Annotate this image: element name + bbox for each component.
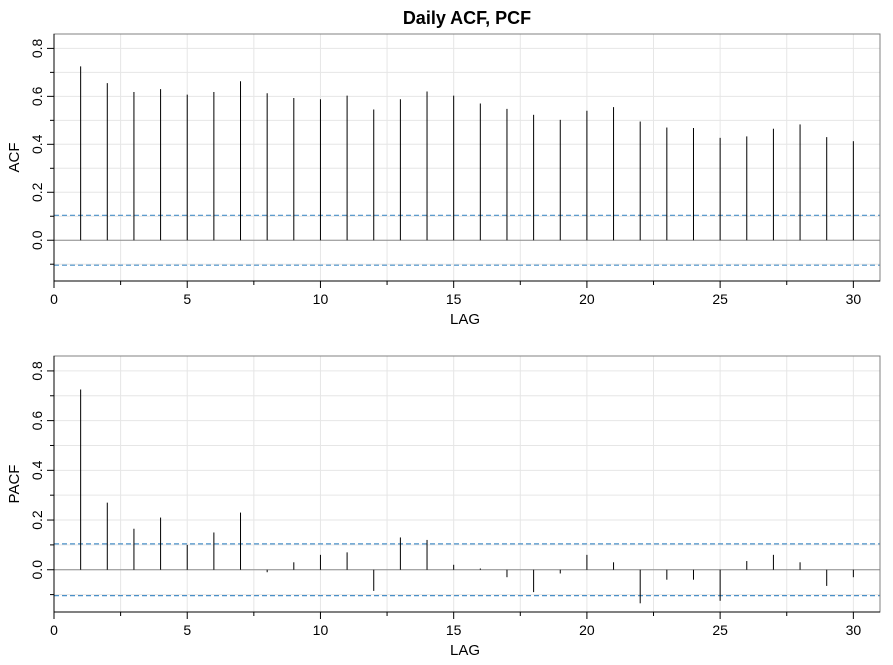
acf-x-tick-label: 15: [446, 291, 462, 307]
acf-y-tick-label: 0.0: [29, 230, 45, 250]
pacf-x-axis-title: LAG: [450, 642, 480, 659]
pacf-y-tick-label: 0.2: [29, 510, 45, 530]
acf-plot-frame: [53, 33, 881, 282]
acf-y-tick-label: 0.8: [29, 38, 45, 58]
pacf-plot-frame: [53, 355, 881, 613]
pacf-x-tick-label: 15: [446, 622, 462, 638]
pacf-x-tick-label: 10: [313, 622, 329, 638]
acf-x-tick-label: 25: [712, 291, 728, 307]
chart-title: Daily ACF, PCF: [403, 8, 531, 28]
acf-x-tick-label: 0: [50, 291, 58, 307]
acf-panel: 0 5 10 15 20 25 30 0.0 0.2 0.4 0.6 0.8 LAG ACF: [6, 33, 881, 328]
pacf-y-tick-label: 0.6: [29, 411, 45, 431]
pacf-y-tick-label: 0.0: [29, 560, 45, 580]
pacf-x-tick-label: 0: [50, 622, 58, 638]
acf-x-tick-label: 10: [313, 291, 329, 307]
acf-y-tick-label: 0.2: [29, 182, 45, 202]
acf-x-axis-title: LAG: [450, 311, 480, 328]
pacf-panel: 0 5 10 15 20 25 30 0.0 0.2 0.4 0.6 0.8 LAG PACF: [6, 355, 881, 659]
pacf-x-tick-label: 30: [846, 622, 862, 638]
acf-x-tick-label: 30: [846, 291, 862, 307]
pacf-y-tick-label: 0.4: [29, 460, 45, 480]
acf-y-tick-label: 0.4: [29, 134, 45, 154]
pacf-y-axis-title: PACF: [6, 465, 23, 504]
acf-y-axis-title: ACF: [6, 143, 23, 173]
pacf-y-tick-label: 0.8: [29, 361, 45, 381]
pacf-x-tick-label: 5: [183, 622, 191, 638]
pacf-x-tick-label: 20: [579, 622, 595, 638]
acf-x-tick-label: 20: [579, 291, 595, 307]
acf-y-tick-label: 0.6: [29, 86, 45, 106]
pacf-x-tick-label: 25: [712, 622, 728, 638]
acf-x-tick-label: 5: [183, 291, 191, 307]
